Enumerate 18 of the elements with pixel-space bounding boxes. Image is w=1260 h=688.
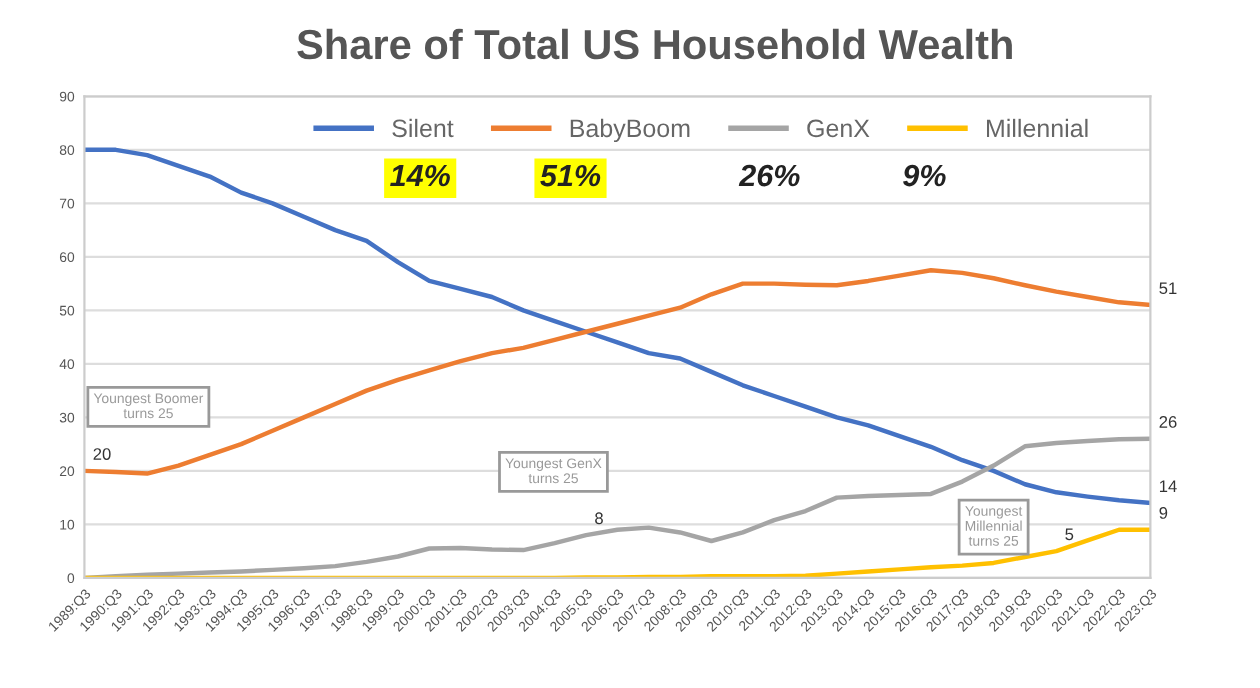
annotation: 51% <box>540 164 601 187</box>
annotation: 26% <box>738 164 800 187</box>
annotation: 20 <box>93 448 111 460</box>
annotation: 8 <box>595 512 603 525</box>
annotation: 9% <box>903 164 946 187</box>
legend-label: Millennial <box>987 118 1088 138</box>
legend-label: GenX <box>807 119 870 138</box>
annotation: 14% <box>390 164 450 187</box>
chart-title: Share of Total US Household Wealth <box>297 28 1012 60</box>
line-series <box>84 268 1151 476</box>
legend-label: Silent <box>392 118 454 138</box>
annotation: 9 <box>1159 507 1168 519</box>
legend-label: BabyBoom <box>570 118 690 143</box>
line-series <box>84 147 1151 506</box>
annotation: 26 <box>1159 416 1177 428</box>
annotation: 14 <box>1159 480 1177 492</box>
annotation: 5 <box>1065 528 1074 541</box>
annotation: 51 <box>1159 282 1177 295</box>
